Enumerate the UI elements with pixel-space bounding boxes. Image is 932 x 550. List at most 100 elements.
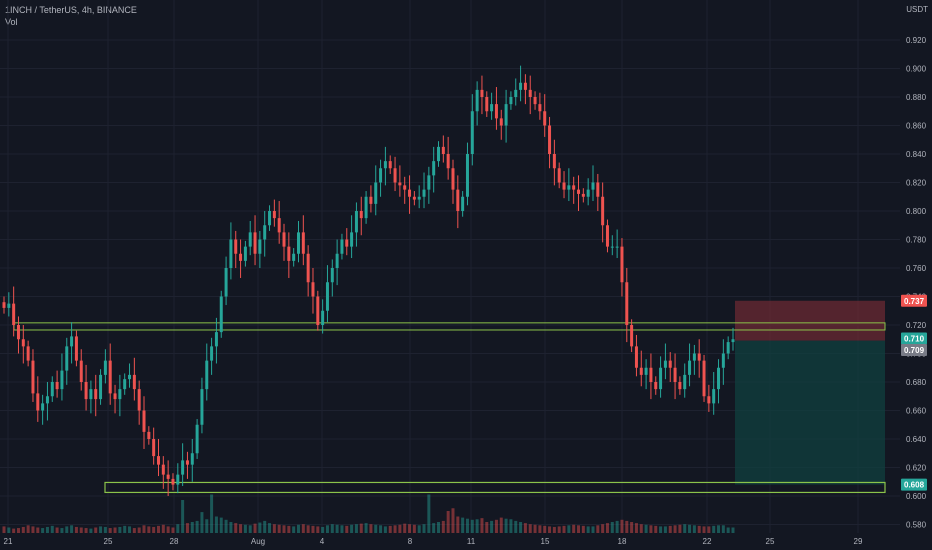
- last-price-tag: 0.710: [904, 335, 925, 344]
- candle-body: [663, 360, 667, 368]
- take-profit-zone[interactable]: [735, 340, 885, 485]
- candle-body: [697, 353, 701, 361]
- candle-body: [446, 154, 450, 169]
- candle-body: [659, 367, 663, 390]
- volume-bar: [538, 525, 542, 533]
- volume-bar: [702, 526, 706, 533]
- symbol-title[interactable]: 1INCH / TetherUS, 4h, BINANCE: [5, 5, 137, 15]
- candle-body: [470, 111, 474, 154]
- target-price-tag-bg: [901, 478, 927, 491]
- candle-body: [596, 182, 600, 197]
- volume-bar: [625, 520, 629, 533]
- volume-bar: [596, 525, 600, 533]
- y-tick-label: 0.820: [906, 179, 927, 188]
- volume-bar: [301, 524, 305, 533]
- volume-bar: [26, 525, 30, 533]
- candle-body: [634, 346, 638, 368]
- stop-loss-zone[interactable]: [735, 300, 885, 341]
- x-tick-label: Aug: [251, 537, 265, 546]
- volume-bar: [128, 526, 132, 533]
- volume-bar: [548, 526, 552, 533]
- volume-bar: [697, 525, 701, 533]
- candle-body: [84, 382, 88, 400]
- candle-body: [374, 182, 378, 204]
- candle-body: [528, 89, 532, 97]
- volume-bar: [446, 511, 450, 533]
- volume-bar: [287, 525, 291, 533]
- volume-bar: [272, 524, 276, 533]
- candle-body: [132, 374, 136, 390]
- y-tick-label: 0.620: [906, 464, 927, 473]
- volume-bar: [113, 527, 117, 533]
- candle-body: [340, 239, 344, 254]
- volume-bar: [605, 523, 609, 533]
- volume-bar: [190, 522, 194, 533]
- candle-body: [359, 211, 363, 219]
- volume-bar: [70, 525, 74, 533]
- candle-body: [615, 246, 619, 248]
- candle-body: [461, 196, 465, 211]
- candle-body: [678, 382, 682, 390]
- volume-bar: [567, 525, 571, 533]
- volume-bar: [224, 519, 228, 533]
- volume-bar: [340, 525, 344, 533]
- candle-body: [166, 474, 170, 479]
- y-tick-label: 0.680: [906, 378, 927, 387]
- volume-bar: [581, 525, 585, 533]
- volume-bar: [480, 518, 484, 533]
- candle-body: [726, 342, 730, 354]
- volume-bar: [94, 527, 98, 533]
- y-tick-label: 0.660: [906, 407, 927, 416]
- volume-bar: [470, 519, 474, 533]
- x-tick-label: 29: [854, 537, 863, 546]
- candle-body: [195, 424, 199, 454]
- candle-body: [200, 389, 204, 425]
- volume-bar: [132, 528, 136, 533]
- candle-body: [504, 104, 508, 126]
- candle-body: [7, 303, 11, 308]
- candle-body: [118, 389, 122, 400]
- candle-body: [152, 439, 156, 457]
- candle-body: [239, 253, 243, 261]
- candle-body: [577, 189, 581, 194]
- volume-bar: [412, 524, 416, 533]
- candle-body: [485, 97, 489, 112]
- y-tick-label: 0.880: [906, 93, 927, 102]
- volume-bar: [263, 520, 267, 533]
- candle-body: [412, 196, 416, 200]
- volume-bar: [639, 524, 643, 533]
- volume-bar: [364, 523, 368, 533]
- candle-body: [702, 360, 706, 397]
- volume-bar: [239, 524, 243, 533]
- volume-bar: [451, 508, 455, 533]
- volume-bar: [514, 520, 518, 533]
- x-tick-label: 18: [618, 537, 627, 546]
- candle-body: [717, 367, 721, 390]
- candle-body: [552, 154, 556, 169]
- candle-body: [128, 374, 132, 380]
- volume-bar: [21, 526, 25, 533]
- volume-bar: [408, 524, 412, 533]
- volume-indicator-label[interactable]: Vol: [5, 17, 18, 27]
- volume-bar: [229, 522, 233, 533]
- candle-body: [557, 168, 561, 183]
- volume-bar: [610, 522, 614, 533]
- volume-bar: [156, 525, 160, 533]
- candle-body: [688, 360, 692, 375]
- candle-body: [692, 353, 696, 361]
- candle-body: [113, 393, 117, 400]
- volume-bar: [282, 525, 286, 533]
- volume-bar: [519, 522, 523, 533]
- candle-body: [248, 232, 252, 247]
- volume-bar: [572, 524, 576, 533]
- candle-body: [70, 336, 74, 347]
- volume-bar: [630, 522, 634, 533]
- support-zone[interactable]: [104, 481, 886, 494]
- candle-body: [219, 296, 223, 333]
- y-tick-label: 0.840: [906, 150, 927, 159]
- volume-bar: [137, 527, 141, 533]
- candle-body: [345, 239, 349, 247]
- volume-bar: [383, 526, 387, 533]
- candle-body: [335, 253, 339, 268]
